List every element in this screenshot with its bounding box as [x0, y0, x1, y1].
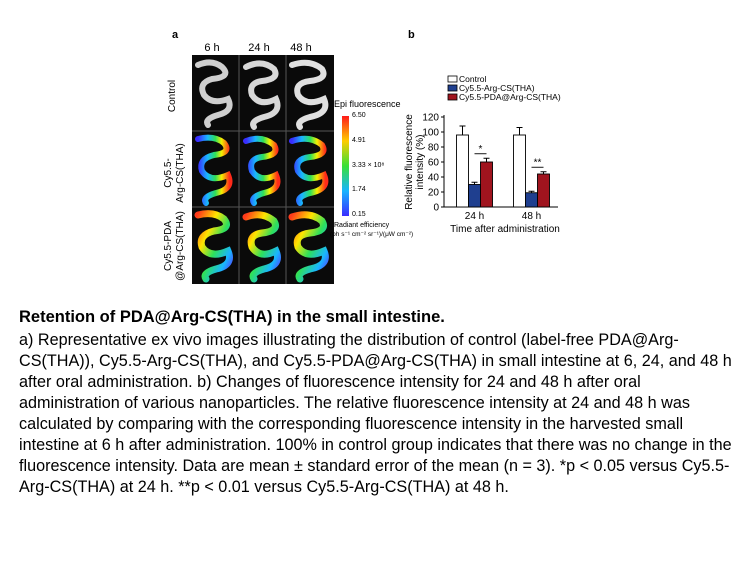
column-label-48h: 48 h [290, 42, 312, 54]
control-6h-intestine [195, 59, 233, 128]
legend-swatch [447, 75, 458, 83]
control-24h-intestine [243, 60, 281, 130]
y-tick-label: 0 [433, 203, 439, 214]
panel-b-letter: b [408, 29, 415, 41]
row-label-cy55-pda: Cy5.5-PDA @Arg-CS(THA) [163, 211, 186, 281]
x-axis-label: Time after administration [450, 224, 560, 235]
colorbar-tick-min: 0.15 [352, 211, 366, 218]
bar [468, 184, 481, 208]
colorbar-unit-formula: (ph s⁻¹ cm⁻² sr⁻¹)/(μW cm⁻²) [330, 231, 414, 238]
x-tick-label: 48 h [522, 211, 541, 222]
caption-body: a) Representative ex vivo images illustr… [19, 331, 732, 496]
y-tick-label: 120 [422, 113, 439, 124]
bar [513, 134, 526, 208]
colorbar-gradient [342, 116, 349, 216]
control-48h-intestine [289, 59, 329, 130]
colorbar-tick: 4.91 [352, 137, 366, 144]
legend-label: Cy5.5-Arg-CS(THA) [459, 83, 535, 93]
row-label-control: Control [167, 79, 178, 113]
legend-label: Control [459, 74, 487, 84]
bar [456, 134, 469, 208]
x-tick-label: 24 h [465, 211, 484, 222]
cy55-24h-intestine [243, 135, 281, 206]
y-tick-label: 100 [422, 128, 439, 139]
colorbar-title: Epi fluorescence [334, 99, 401, 109]
intestine-images [192, 55, 334, 284]
bar-chart: ControlCy5.5-Arg-CS(THA)Cy5.5-PDA@Arg-CS… [404, 74, 561, 235]
cy55-pda-6h-intestine [194, 210, 233, 283]
significance-marker: ** [534, 157, 542, 168]
column-label-24h: 24 h [248, 42, 270, 54]
bar [525, 192, 538, 208]
ex-vivo-image-grid [192, 55, 334, 284]
legend-swatch [447, 93, 458, 101]
y-tick-label: 80 [428, 143, 440, 154]
column-label-6h: 6 h [204, 42, 220, 54]
cy55-pda-48h-intestine [288, 211, 329, 283]
cy55-pda-24h-intestine [242, 211, 281, 283]
legend-swatch [447, 84, 458, 92]
cy55-48h-intestine [289, 135, 329, 206]
cy55-6h-intestine [195, 134, 233, 206]
bar [480, 161, 493, 208]
y-tick-label: 40 [428, 173, 440, 184]
y-axis-label: Relative fluorescenceintensity (%) [404, 114, 426, 210]
significance-marker: * [479, 144, 483, 155]
colorbar-unit-label: Radiant efficiency [334, 222, 390, 229]
y-tick-label: 60 [428, 158, 440, 169]
caption-title: Retention of PDA@Arg-CS(THA) in the smal… [19, 308, 445, 326]
panel-a-letter: a [172, 29, 179, 41]
legend-label: Cy5.5-PDA@Arg-CS(THA) [459, 92, 561, 102]
bar [537, 173, 550, 208]
colorbar-tick: 3.33 × 10⁸ [352, 162, 385, 169]
colorbar-tick: 1.74 [352, 186, 366, 193]
y-tick-label: 20 [428, 188, 440, 199]
colorbar-tick-max: 6.50 [352, 112, 366, 119]
